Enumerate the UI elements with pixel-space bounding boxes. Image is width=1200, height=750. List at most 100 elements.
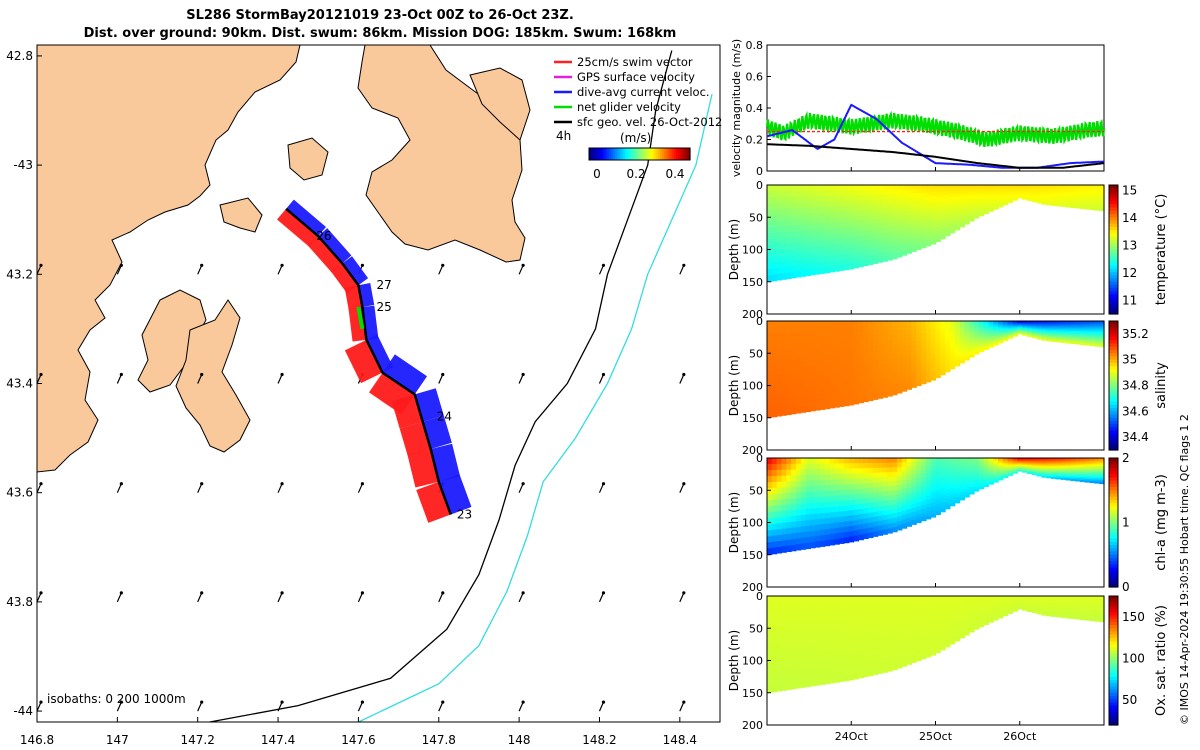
profile-cell [844,216,850,223]
profile-cell [868,254,874,261]
profile-cell [993,476,999,479]
profile-cell [868,605,874,612]
profile-cell [872,458,879,464]
profile-cell [815,190,821,197]
profile-cell [1099,329,1105,332]
profile-cell [925,238,932,243]
profile-cell [820,212,826,219]
profile-cell [897,330,903,336]
depth-y-tick-label: 150 [742,687,763,700]
map-y-tick-label: -43 [13,158,33,172]
profile-cell [949,478,956,483]
profile-cell [858,366,864,373]
profile-cell [949,496,956,501]
profile-cell [771,262,778,270]
profile-cell [872,340,879,347]
profile-cell [834,211,840,218]
profile-cell [800,613,807,620]
geo-vector-arrow [518,483,524,493]
profile-cell [1075,606,1081,608]
profile-cell [1027,323,1033,326]
profile-cell [887,358,893,364]
profile-cell [839,463,845,470]
geo-vector-head [441,591,445,595]
profile-cell [1084,597,1091,600]
profile-cell [771,637,778,645]
profile-cell [1051,463,1057,465]
profile-cell [820,458,826,465]
profile-cell [834,606,840,613]
profile-cell [906,470,912,476]
profile-cell [1065,474,1071,477]
profile-cell [1017,189,1023,192]
geo-vector-arrow [438,265,444,275]
profile-cell [848,326,855,332]
profile-cell [1070,474,1076,477]
profile-cell [887,514,893,520]
profile-cell [829,634,835,640]
profile-cell [882,662,888,668]
profile-cell [829,474,835,481]
profile-cell [949,493,956,498]
profile-cell [776,601,782,609]
profile-cell [1002,199,1009,202]
profile-cell [906,462,912,468]
profile-cell [940,642,946,647]
profile-cell [901,193,908,199]
profile-cell [877,209,884,215]
profile-cell [974,608,980,612]
profile-cell [1041,597,1047,599]
profile-cell [858,616,864,623]
profile-cell [767,458,773,465]
profile-cell [1055,468,1062,471]
profile-cell [815,480,821,487]
profile-cell [1060,458,1067,460]
profile-cell [906,223,912,229]
profile-cell [906,466,912,472]
profile-cell [954,221,961,225]
profile-cell [1017,460,1023,462]
profile-cell [1055,609,1062,611]
profile-cell [921,458,927,463]
map-y-tick-label: -44 [13,704,33,718]
profile-cell [906,359,912,365]
profile-cell [901,479,908,485]
isobath-200m [209,50,673,723]
profile-cell [1031,600,1038,602]
profile-cell [834,533,840,540]
profile-cell [868,625,874,632]
profile-cell [1089,327,1095,330]
profile-cell [1007,604,1014,607]
profile-cell [848,479,855,485]
profile-cell [882,529,888,535]
profile-cell [949,631,956,636]
profile-cell [1094,467,1100,470]
profile-cell [897,374,903,380]
profile-cell [848,510,855,517]
profile-cell [974,211,980,215]
profile-cell [1075,608,1081,611]
profile-cell [921,336,927,342]
profile-cell [824,612,831,619]
profile-cell [1017,596,1023,598]
profile-cell [988,343,994,347]
colorbar-cell [1109,278,1118,283]
profile-cell [1046,597,1052,599]
colorbar-cell [1109,204,1118,209]
profile-cell [810,354,816,361]
profile-cell [959,336,965,340]
profile-cell [844,190,850,197]
profile-cell [921,485,927,490]
profile-cell [1046,328,1052,331]
profile-cell [839,532,845,539]
profile-cell [974,191,980,194]
profile-cell [1027,198,1033,200]
profile-cell [921,497,927,502]
profile-cell [1022,468,1028,471]
profile-cell [978,322,985,326]
profile-cell [882,638,888,645]
geo-vector-arrow [197,701,203,712]
profile-cell [954,463,961,467]
profile-cell [844,489,850,496]
profile-cell [863,508,869,514]
